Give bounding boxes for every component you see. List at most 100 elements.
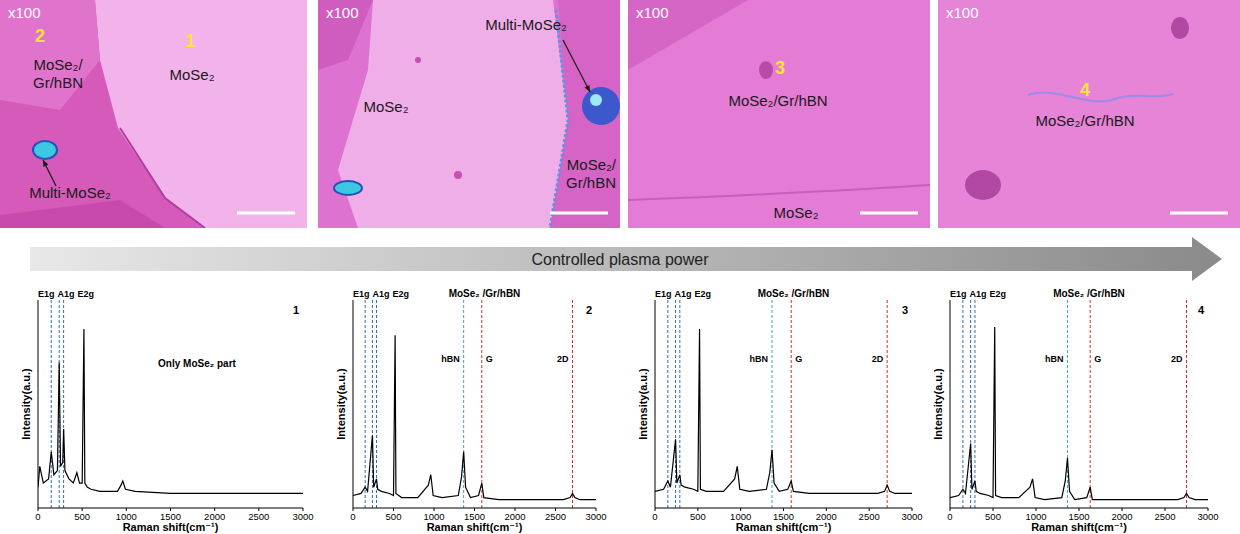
peak-label: E1g xyxy=(655,289,672,299)
dark-region xyxy=(628,0,748,70)
multilayer-flake xyxy=(334,181,362,195)
reference-line xyxy=(376,300,377,508)
pointer xyxy=(563,40,590,92)
y-axis xyxy=(353,300,354,508)
reference-line xyxy=(667,300,668,508)
figure: x100 2 MoSe₂/Gr/hBN 1 MoSe₂ Multi-MoSe₂ x100 Mo… xyxy=(0,0,1240,534)
spot xyxy=(454,171,462,179)
edge xyxy=(628,185,930,200)
x-tick-label: 500 xyxy=(985,511,1001,522)
reference-line xyxy=(791,300,792,508)
image-label: Multi-MoSe₂ xyxy=(485,16,567,33)
spectrum-line xyxy=(950,327,1208,500)
peak-label: E2g xyxy=(78,289,95,299)
x-axis-label: Raman shift(cm⁻¹) xyxy=(736,521,832,533)
scale-bar xyxy=(237,212,295,215)
x-tick-label: 2500 xyxy=(545,511,566,522)
reference-line xyxy=(372,300,373,508)
chart-title: MoSe₂ /Gr/hBN xyxy=(1053,288,1125,299)
y-axis xyxy=(950,300,951,508)
reference-line xyxy=(974,300,975,508)
panel-number: 3 xyxy=(902,304,908,316)
spot xyxy=(1171,17,1189,39)
annotation: Only MoSe₂ part xyxy=(158,358,236,369)
micrograph-image xyxy=(628,0,930,228)
y-axis xyxy=(38,300,39,508)
chart-title: MoSe₂ /Gr/hBN xyxy=(758,288,830,299)
x-axis-label: Raman shift(cm⁻¹) xyxy=(1031,521,1127,533)
mose2-region xyxy=(95,0,307,228)
scale-bar xyxy=(550,212,608,215)
chart-title: MoSe₂ /Gr/hBN xyxy=(449,288,521,299)
plot-area xyxy=(353,335,596,499)
image-label: MoSe₂ xyxy=(363,98,408,115)
peak-label: hBN xyxy=(750,354,769,364)
reference-line xyxy=(1186,300,1187,508)
peak-label: 2D xyxy=(1171,354,1183,364)
peak-label: hBN xyxy=(1045,354,1064,364)
substrate xyxy=(0,0,307,228)
image-label: 1 xyxy=(185,31,195,51)
reference-line xyxy=(51,300,52,508)
x-tick-label: 500 xyxy=(386,511,402,522)
edge xyxy=(1028,93,1173,102)
image-label: Gr/hBN xyxy=(566,174,616,191)
x-tick-label: 3000 xyxy=(585,511,606,522)
peak-label: G xyxy=(795,354,802,364)
peak-label: hBN xyxy=(441,354,460,364)
plot-area xyxy=(950,327,1208,500)
spectrum-chart: E1gA1gE2g050010001500200025003000Raman s… xyxy=(20,289,314,533)
reference-line xyxy=(1067,300,1068,508)
x-tick-label: 2500 xyxy=(859,511,880,522)
spectrum-line xyxy=(655,329,912,493)
spectrum-line xyxy=(353,335,596,499)
peak-label: A1g xyxy=(970,289,987,299)
spot xyxy=(415,57,421,63)
spot xyxy=(965,170,1001,200)
progress-arrow xyxy=(30,237,1222,281)
peak-label: E1g xyxy=(950,289,967,299)
dark-region xyxy=(0,200,165,228)
image-label: MoSe₂/Gr/hBN xyxy=(728,92,827,109)
peak-label: A1g xyxy=(675,289,692,299)
peak-label: A1g xyxy=(373,289,390,299)
magnification: x100 xyxy=(636,4,669,21)
peak-label: A1g xyxy=(58,289,75,299)
y-axis-label: Intensity(a.u.) xyxy=(932,368,944,440)
y-axis-label: Intensity(a.u.) xyxy=(335,368,347,440)
magnification: x100 xyxy=(8,4,41,21)
reference-line xyxy=(481,300,482,508)
y-axis-label: Intensity(a.u.) xyxy=(20,368,32,440)
reference-line xyxy=(675,300,676,508)
x-tick-label: 500 xyxy=(690,511,706,522)
x-tick-label: 0 xyxy=(350,511,355,522)
panel-number: 1 xyxy=(293,304,299,316)
peak-label: G xyxy=(486,354,493,364)
plot-area xyxy=(38,329,303,493)
x-tick-label: 3000 xyxy=(1197,511,1218,522)
peak-label: E2g xyxy=(393,289,410,299)
image-label: MoSe₂ xyxy=(773,204,818,221)
spectrum-chart: E1gA1gE2ghBNG2D050010001500200025003000R… xyxy=(932,288,1219,533)
reference-line xyxy=(365,300,366,508)
image-label: Gr/hBN xyxy=(33,74,83,91)
reference-line xyxy=(463,300,464,508)
spot xyxy=(759,61,773,79)
x-axis-label: Raman shift(cm⁻¹) xyxy=(427,521,523,533)
image-label: 2 xyxy=(35,26,45,46)
image-label: MoSe₂/Gr/hBN xyxy=(1035,112,1134,129)
image-label: 4 xyxy=(1080,80,1090,100)
x-tick-label: 3000 xyxy=(292,511,313,522)
x-tick-label: 2500 xyxy=(1154,511,1175,522)
micrograph-image xyxy=(0,0,307,228)
peak-label: E2g xyxy=(990,289,1007,299)
scale-bar xyxy=(860,212,918,215)
dark-region xyxy=(318,0,373,70)
substrate xyxy=(938,0,1240,228)
peak-label: E1g xyxy=(353,289,370,299)
y-axis-label: Intensity(a.u.) xyxy=(637,368,649,440)
reference-line xyxy=(772,300,773,508)
panel-number: 2 xyxy=(586,304,592,316)
plot-area xyxy=(655,329,912,493)
x-tick-label: 0 xyxy=(35,511,40,522)
